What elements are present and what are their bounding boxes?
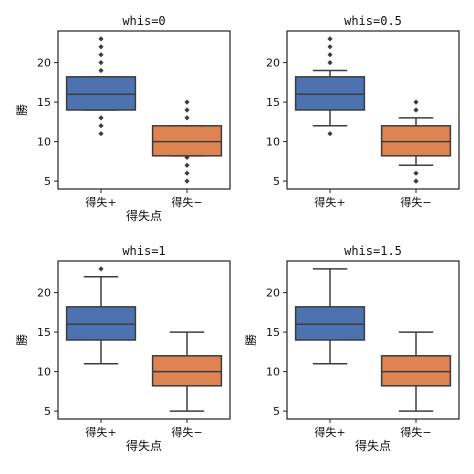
flier-point (98, 52, 104, 58)
flier-point (327, 131, 333, 137)
panel-title: whis=0.5 (344, 14, 402, 28)
flier-point (184, 162, 190, 168)
x-axis-label: 得失点 (126, 208, 162, 223)
x-tick-label: 得失− (400, 196, 431, 209)
y-tick-label: 5 (44, 405, 51, 418)
x-axis-label: 得失点 (355, 438, 391, 453)
x-tick-label: 得失− (171, 196, 202, 209)
y-tick-label: 15 (37, 326, 51, 339)
flier-point (98, 123, 104, 129)
y-tick-label: 10 (266, 136, 280, 149)
flier-point (413, 170, 419, 176)
y-axis-label: 勝 (14, 104, 29, 116)
flier-point (184, 115, 190, 121)
y-tick-label: 15 (266, 96, 280, 109)
flier-point (98, 44, 104, 50)
y-tick-label: 20 (37, 57, 51, 70)
plot-frame (286, 30, 460, 190)
y-tick-label: 20 (37, 287, 51, 300)
box-1 (294, 36, 366, 137)
panel-title: whis=1 (122, 244, 165, 258)
y-axis-label: 勝 (14, 334, 29, 346)
panel-4: whis=1.5 5 10 15 20 得失+ 得失− 得失点 勝 (243, 244, 460, 453)
flier-point (184, 170, 190, 176)
panel-3: whis=1 5 10 15 20 得失+ 得失− 得失点 勝 (14, 244, 231, 453)
flier-point (413, 99, 419, 105)
flier-point (98, 60, 104, 66)
y-tick-label: 5 (44, 175, 51, 188)
x-axis-label: 得失点 (126, 438, 162, 453)
panel-1: whis=0 5 10 15 20 得失+ 得失− 得失点 勝 (14, 14, 231, 223)
flier-point (98, 266, 104, 272)
y-tick-label: 10 (37, 366, 51, 379)
y-tick-label: 10 (37, 136, 51, 149)
box-2 (151, 331, 223, 412)
plot-frame (57, 260, 231, 420)
box-body (151, 125, 223, 157)
box-body (65, 306, 137, 341)
box-body (294, 306, 366, 341)
flier-point (98, 36, 104, 42)
box-body (65, 76, 137, 111)
box-2 (380, 99, 452, 184)
x-tick-label: 得失− (171, 426, 202, 439)
x-tick-label: 得失+ (85, 196, 116, 209)
y-axis-label: 勝 (243, 334, 258, 346)
y-tick-label: 15 (266, 326, 280, 339)
flier-point (413, 178, 419, 184)
flier-point (184, 154, 190, 160)
panel-2: whis=0.5 5 10 15 20 得失+ 得失− (266, 14, 460, 209)
box-1 (65, 36, 137, 137)
flier-point (184, 178, 190, 184)
y-tick-label: 15 (37, 96, 51, 109)
panel-title: whis=1.5 (344, 244, 402, 258)
flier-point (413, 107, 419, 113)
y-tick-label: 20 (266, 57, 280, 70)
box-1 (294, 268, 366, 365)
box-body (294, 76, 366, 111)
flier-point (98, 115, 104, 121)
box-2 (380, 331, 452, 412)
x-tick-label: 得失+ (314, 196, 345, 209)
flier-point (184, 99, 190, 105)
flier-point (327, 52, 333, 58)
box-body (380, 125, 452, 157)
x-tick-label: 得失+ (85, 426, 116, 439)
box-1 (65, 266, 137, 365)
flier-point (327, 60, 333, 66)
flier-point (98, 67, 104, 74)
x-tick-label: 得失+ (314, 426, 345, 439)
y-tick-label: 5 (273, 405, 280, 418)
flier-point (184, 107, 190, 113)
y-tick-label: 20 (266, 287, 280, 300)
panel-title: whis=0 (122, 14, 165, 28)
plot-frame (57, 30, 231, 190)
flier-point (98, 131, 104, 137)
flier-point (327, 44, 333, 50)
box-2 (151, 99, 223, 184)
box-body (151, 355, 223, 387)
plot-frame (286, 260, 460, 420)
y-tick-label: 5 (273, 175, 280, 188)
y-tick-label: 10 (266, 366, 280, 379)
x-tick-label: 得失− (400, 426, 431, 439)
box-body (380, 355, 452, 387)
flier-point (327, 36, 333, 42)
